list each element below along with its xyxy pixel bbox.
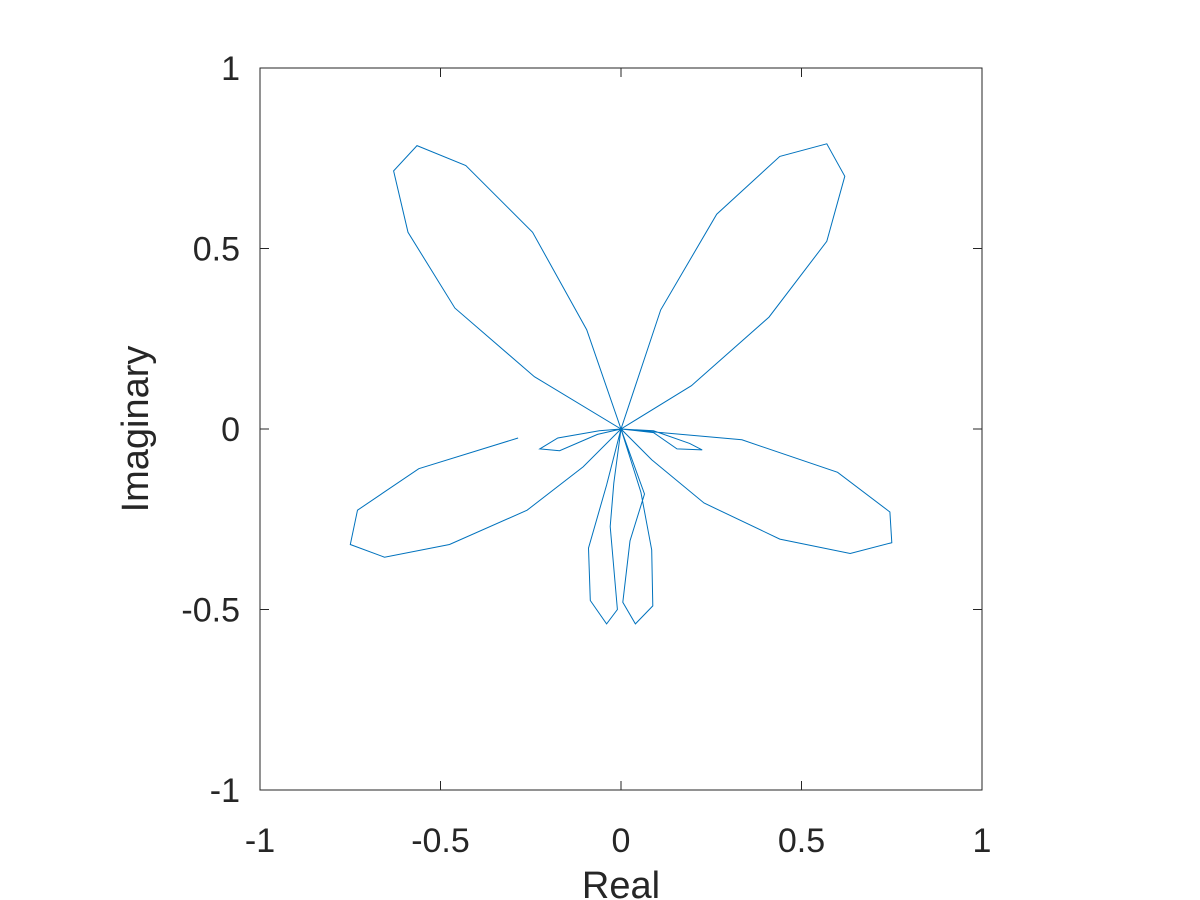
- x-tick-label: 1: [973, 822, 992, 860]
- x-axis-label: Real: [582, 865, 660, 900]
- y-tick-label: -1: [210, 772, 240, 810]
- x-tick-labels: -1 -0.5 0 0.5 1: [245, 822, 992, 860]
- x-tick-label: 0: [612, 822, 631, 860]
- x-tick-label: -1: [245, 822, 275, 860]
- y-tick-labels: 1 0.5 0 -0.5 -1: [181, 50, 240, 810]
- x-tick-label: 0.5: [778, 822, 825, 860]
- y-axis-label: Imaginary: [115, 346, 157, 513]
- y-tick-label: 1: [221, 50, 240, 88]
- y-tick-label: 0.5: [193, 231, 240, 269]
- x-tick-label: -0.5: [411, 822, 470, 860]
- y-tick-label: -0.5: [181, 592, 240, 630]
- axis-ticks: [259, 67, 983, 791]
- y-tick-label: 0: [221, 411, 240, 449]
- series-line: [349, 143, 893, 625]
